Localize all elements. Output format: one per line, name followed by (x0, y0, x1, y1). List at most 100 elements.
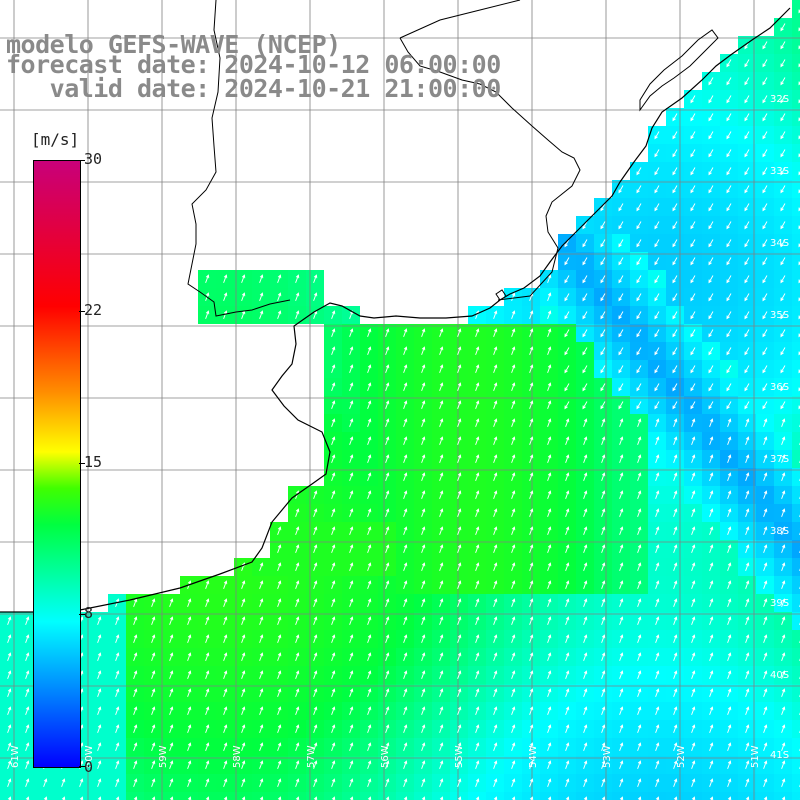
wind-arrow (133, 652, 138, 661)
wind-arrow (205, 670, 210, 679)
wind-arrow (331, 364, 336, 373)
wind-arrow (781, 724, 786, 733)
wind-arrow (367, 616, 372, 625)
wind-arrow (511, 382, 516, 391)
wind-arrow (169, 634, 174, 643)
wind-arrow (726, 365, 732, 374)
wind-cell (738, 792, 756, 800)
wind-arrow (673, 796, 678, 800)
wind-arrow (25, 670, 30, 679)
wind-arrow (547, 526, 552, 535)
wind-arrow (547, 778, 552, 787)
wind-arrow (349, 580, 354, 589)
wind-arrow (655, 508, 660, 517)
wind-arrow (457, 652, 462, 661)
wind-arrow (403, 742, 408, 751)
wind-arrow (403, 436, 408, 445)
wind-arrow (421, 598, 426, 607)
wind-arrow (726, 113, 732, 122)
wind-arrow (115, 616, 120, 625)
wind-arrow (439, 562, 444, 571)
wind-arrow (529, 634, 534, 643)
wind-arrow (223, 616, 228, 625)
wind-arrow (331, 580, 336, 589)
wind-arrow (672, 239, 678, 248)
wind-arrow (97, 652, 102, 661)
wind-arrow (673, 652, 678, 661)
wind-arrow (331, 598, 336, 607)
wind-arrow (25, 616, 30, 625)
wind-arrow (726, 329, 732, 338)
wind-arrow (421, 778, 426, 787)
wind-arrow (709, 670, 714, 679)
wind-arrow (637, 562, 642, 571)
wind-arrow (457, 364, 462, 373)
wind-arrow (655, 598, 660, 607)
wind-arrow (169, 760, 174, 769)
wind-arrow (582, 293, 588, 302)
wind-arrow (744, 347, 750, 356)
wind-arrow (151, 616, 156, 625)
wind-arrow (277, 292, 282, 301)
wind-arrow (331, 508, 336, 517)
wind-arrow (511, 526, 516, 535)
wind-arrow (744, 203, 750, 212)
wind-arrow (600, 329, 606, 338)
wind-arrow (619, 562, 624, 571)
wind-arrow (493, 742, 498, 751)
wind-arrow (385, 346, 390, 355)
wind-arrow (762, 257, 768, 266)
wind-arrow (151, 598, 156, 607)
wind-arrow (133, 742, 138, 751)
wind-arrow (277, 778, 282, 787)
wind-arrow (403, 490, 408, 499)
wind-arrow (475, 580, 480, 589)
wind-arrow (708, 149, 714, 158)
wind-cell (792, 0, 800, 18)
wind-arrow (439, 634, 444, 643)
wind-arrow (691, 454, 696, 463)
wind-arrow (691, 706, 696, 715)
wind-arrow (654, 203, 660, 212)
wind-arrow (79, 796, 84, 800)
wind-arrow (690, 95, 696, 104)
wind-arrow (583, 634, 588, 643)
wind-arrow (726, 185, 732, 194)
wind-arrow (511, 724, 516, 733)
wind-arrow (745, 544, 750, 553)
wind-arrow (277, 670, 282, 679)
wind-arrow (421, 526, 426, 535)
wind-arrow (313, 670, 318, 679)
wind-arrow (313, 724, 318, 733)
wind-arrow (439, 472, 444, 481)
wind-arrow (565, 724, 570, 733)
wind-arrow (403, 670, 408, 679)
wind-arrow (672, 329, 678, 338)
wind-arrow (475, 778, 480, 787)
wind-arrow (97, 670, 102, 679)
wind-arrow (331, 346, 336, 355)
wind-arrow (600, 293, 606, 302)
wind-arrow (672, 221, 678, 230)
wind-arrow (223, 742, 228, 751)
wind-arrow (762, 311, 768, 320)
wind-arrow (511, 616, 516, 625)
wind-arrow (457, 382, 462, 391)
wind-cell (54, 792, 72, 800)
wind-arrow (636, 329, 642, 338)
wind-arrow (475, 526, 480, 535)
wind-arrow (403, 544, 408, 553)
wind-arrow (133, 598, 138, 607)
wind-arrow (618, 275, 624, 284)
wind-arrow (277, 310, 282, 319)
wind-arrow (726, 77, 732, 86)
wind-arrow (619, 688, 624, 697)
wind-arrow (780, 113, 786, 122)
wind-arrow (367, 580, 372, 589)
wind-arrow (583, 742, 588, 751)
wind-arrow (349, 652, 354, 661)
wind-arrow (493, 490, 498, 499)
wind-arrow (690, 221, 696, 230)
wind-arrow (780, 41, 786, 50)
